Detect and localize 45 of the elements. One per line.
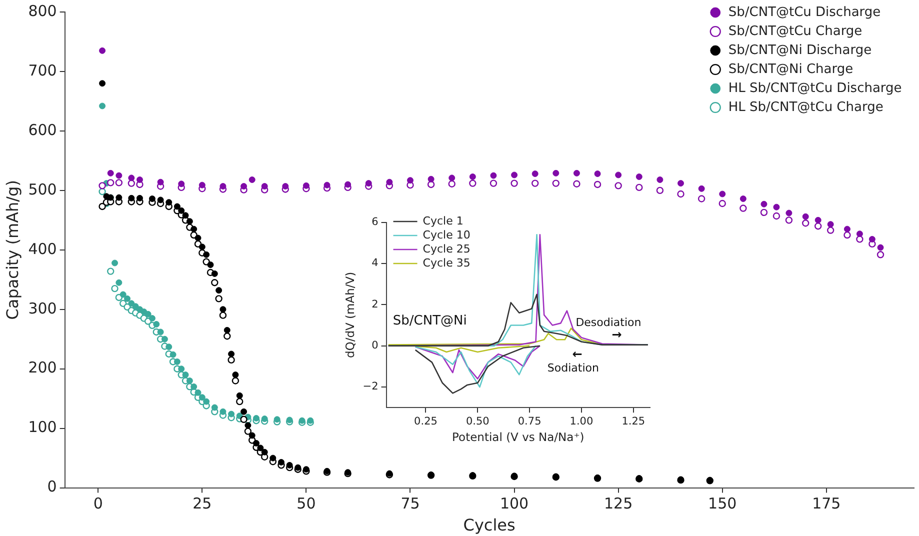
legend-label: Cycle 35: [422, 256, 470, 270]
x-tick-label: 0.75: [518, 416, 542, 428]
x-tick-label: 0.25: [414, 416, 438, 428]
x-axis-title: Cycles: [463, 516, 516, 535]
annotation: ←: [572, 347, 582, 362]
x-tick-label: 75: [400, 494, 420, 513]
x-tick-label: 50: [296, 494, 316, 513]
legend-label: Cycle 25: [422, 242, 470, 256]
x-tick-label: 125: [604, 494, 633, 513]
legend-label: Sb/CNT@tCu Discharge: [728, 4, 881, 20]
legend-label: Cycle 10: [422, 228, 470, 242]
y-tick-label: 400: [28, 240, 57, 258]
legend-label: Sb/CNT@Ni Discharge: [728, 42, 872, 58]
legend-label: Sb/CNT@Ni Charge: [728, 62, 854, 77]
y-axis-title: dQ/dV (mAh/V): [342, 272, 357, 358]
y-tick-label: 800: [28, 2, 57, 20]
annotation: Desodiation: [576, 316, 642, 330]
y-tick-label: −2: [362, 380, 378, 393]
legend-label: Cycle 1: [422, 214, 464, 228]
y-tick-label: 6: [372, 216, 379, 228]
legend-label: HL Sb/CNT@tCu Charge: [728, 100, 884, 115]
x-axis-title: Potential (V vs Na/Na⁺): [452, 430, 584, 444]
x-tick-label: 0.50: [466, 416, 490, 428]
legend-label: HL Sb/CNT@tCu Discharge: [728, 80, 902, 96]
y-axis-title: Capacity (mAh/g): [2, 180, 22, 320]
y-tick-label: 2: [372, 298, 378, 310]
annotation: →: [612, 328, 622, 342]
legend-label: Sb/CNT@tCu Charge: [728, 24, 862, 39]
y-tick-label: 0: [372, 340, 378, 352]
y-tick-label: 0: [47, 478, 57, 496]
x-tick-label: 175: [812, 494, 841, 513]
annotation: Sodiation: [547, 361, 599, 374]
x-tick-label: 25: [192, 494, 212, 513]
y-tick-label: 700: [28, 61, 57, 80]
x-tick-label: 150: [708, 494, 737, 513]
y-tick-label: 600: [28, 120, 57, 139]
x-tick-label: 0: [93, 494, 103, 513]
y-tick-label: 200: [28, 358, 57, 377]
y-tick-label: 500: [28, 180, 57, 198]
y-tick-label: 4: [372, 257, 379, 270]
x-tick-label: 1.00: [570, 416, 594, 428]
annotation: Sb/CNT@Ni: [392, 314, 467, 328]
x-tick-label: 1.25: [622, 416, 646, 428]
y-tick-label: 300: [28, 299, 57, 318]
x-tick-label: 100: [500, 494, 529, 513]
